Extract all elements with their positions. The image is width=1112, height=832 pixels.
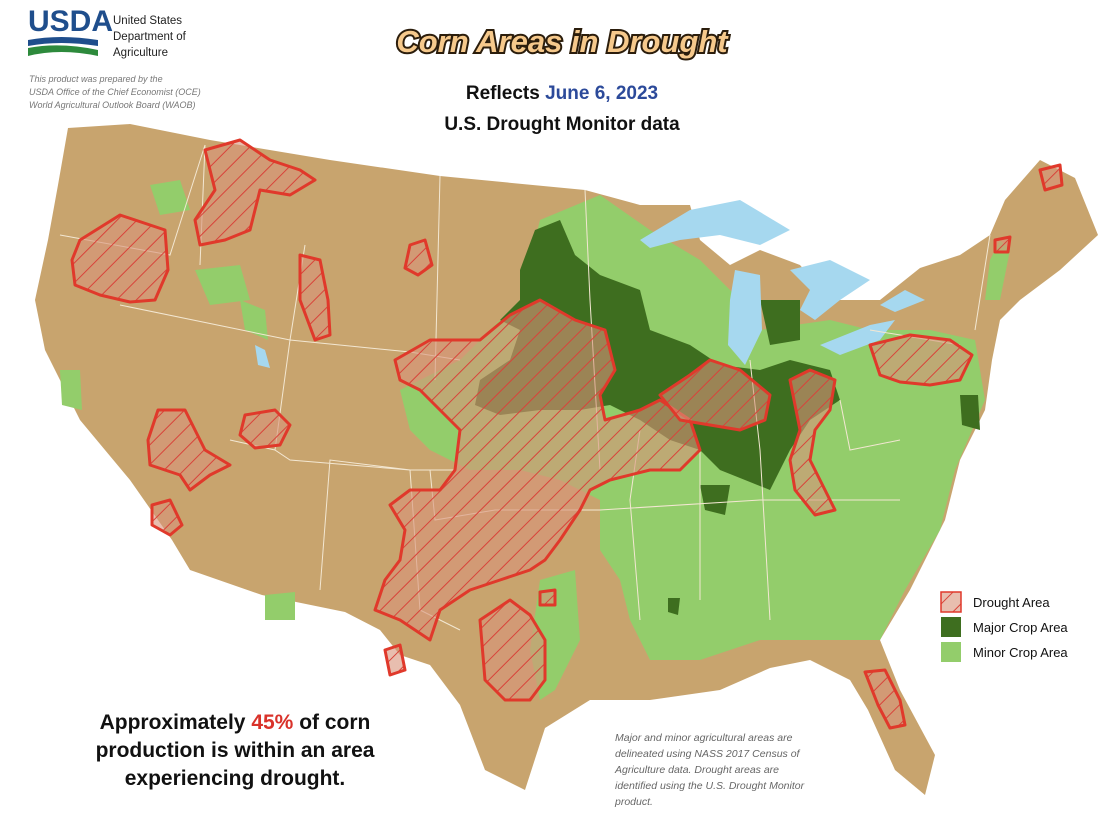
subtitle-source: U.S. Drought Monitor data	[444, 114, 680, 135]
legend-label: Minor Crop Area	[973, 645, 1068, 660]
legend-swatch	[940, 591, 962, 613]
legend-swatch	[941, 642, 961, 662]
map-title: Corn Areas in Drought	[396, 24, 729, 59]
summary-line: production is within an area	[96, 739, 375, 762]
summary-text: of corn	[299, 711, 370, 734]
note-line: Agriculture data. Drought areas are	[614, 764, 779, 776]
agency-line: Agriculture	[113, 47, 168, 59]
legend-label: Major Crop Area	[973, 620, 1068, 635]
note-line: Major and minor agricultural areas are	[615, 732, 793, 744]
summary-share: 45%	[251, 711, 293, 734]
summary-line: experiencing drought.	[125, 767, 346, 790]
summary-line: Approximately 45% of corn	[100, 711, 371, 734]
legend-label: Drought Area	[973, 595, 1050, 610]
credit-line: This product was prepared by the	[29, 74, 163, 84]
note-line: product.	[614, 796, 653, 808]
subtitle: Reflects June 6, 2023	[466, 83, 658, 104]
subtitle-date: June 6, 2023	[545, 83, 658, 104]
agency-line: United States	[113, 15, 182, 27]
credit-line: World Agricultural Outlook Board (WAOB)	[29, 100, 196, 110]
credit-line: USDA Office of the Chief Economist (OCE)	[29, 87, 201, 97]
logo-text: USDA	[28, 5, 113, 38]
usda-logo: USDA	[28, 5, 113, 56]
subtitle-prefix: Reflects	[466, 83, 540, 104]
note: Major and minor agricultural areas are d…	[614, 732, 805, 808]
note-line: identified using the U.S. Drought Monito…	[615, 780, 805, 792]
us-map	[35, 124, 1098, 795]
note-line: delineated using NASS 2017 Census of	[615, 748, 801, 760]
agency-line: Department of	[113, 31, 187, 43]
legend: Drought Area Major Crop Area Minor Crop …	[940, 591, 1068, 662]
summary-text: Approximately	[100, 711, 246, 734]
legend-swatch	[941, 617, 961, 637]
